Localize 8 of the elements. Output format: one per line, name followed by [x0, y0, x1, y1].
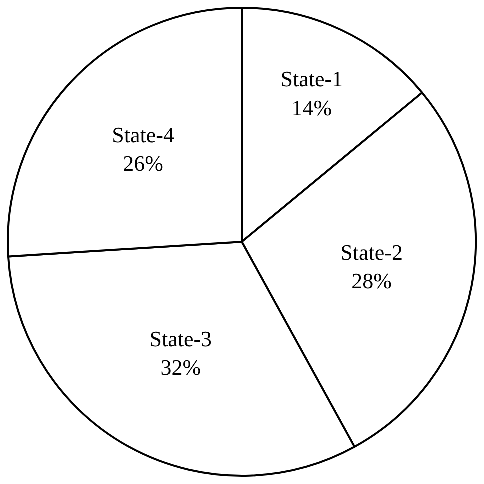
slice-label: State-3 — [150, 326, 212, 352]
slice-label: State-2 — [340, 240, 403, 265]
data-label: 28% — [352, 268, 392, 294]
data-label: 26% — [123, 151, 164, 176]
slice-label: State-4 — [112, 122, 175, 148]
data-label: 32% — [160, 354, 202, 380]
slice-label: State-1 — [280, 66, 344, 92]
data-label: 14% — [292, 95, 332, 120]
